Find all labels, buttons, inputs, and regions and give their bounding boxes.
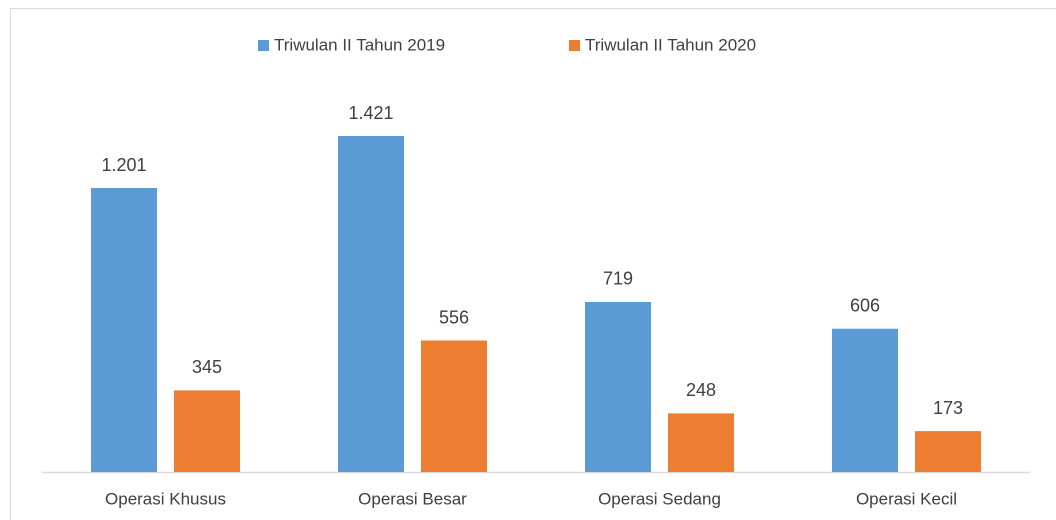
- bar: [174, 390, 240, 472]
- legend-label: Triwulan II Tahun 2020: [585, 35, 756, 54]
- bar: [91, 188, 157, 472]
- bar: [915, 431, 981, 472]
- value-label: 1.201: [101, 155, 146, 175]
- value-label: 345: [192, 357, 222, 377]
- chart-frame: [10, 8, 1056, 520]
- bar: [421, 340, 487, 472]
- x-tick-label: Operasi Besar: [358, 489, 467, 508]
- bar: [338, 136, 404, 472]
- value-label: 719: [603, 269, 633, 289]
- x-tick-label: Operasi Kecil: [856, 489, 957, 508]
- value-label: 556: [439, 307, 469, 327]
- legend-swatch: [258, 40, 269, 51]
- bar: [585, 301, 651, 472]
- legend-label: Triwulan II Tahun 2019: [274, 35, 445, 54]
- x-tick-label: Operasi Khusus: [105, 489, 226, 508]
- legend-swatch: [569, 40, 580, 51]
- x-tick-label: Operasi Sedang: [598, 489, 721, 508]
- value-label: 248: [686, 380, 716, 400]
- bar: [832, 328, 898, 472]
- value-label: 606: [850, 295, 880, 315]
- bar: [668, 413, 734, 472]
- value-label: 1.421: [348, 103, 393, 123]
- value-label: 173: [933, 398, 963, 418]
